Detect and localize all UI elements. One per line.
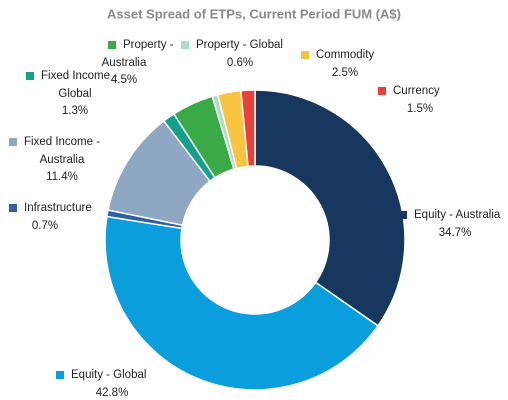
donut-slice <box>240 89 256 168</box>
legend-marker <box>108 41 116 49</box>
legend-marker <box>9 204 17 212</box>
legend-marker <box>399 211 407 219</box>
value-label: 2.5% <box>332 67 358 79</box>
chart-title: Asset Spread of ETPs, Current Period FUM… <box>107 6 401 21</box>
label-line: Fixed Income - <box>24 136 100 148</box>
value-label: 11.4% <box>46 171 78 183</box>
value-label: 34.7% <box>439 227 472 239</box>
legend-marker <box>26 72 34 80</box>
slice-label: Property - Australia <box>102 39 174 69</box>
slice-label: Fixed Income - Global <box>41 70 117 100</box>
slice-label: Commodity <box>316 49 374 61</box>
value-label: 4.5% <box>111 74 137 86</box>
label-line: Australia <box>40 154 85 166</box>
label-line: Global <box>58 88 91 100</box>
slice-label: Fixed Income - Australia <box>24 136 100 166</box>
legend-marker <box>56 371 64 379</box>
value-label: 1.3% <box>62 105 88 117</box>
slice-label: Property - Global <box>196 39 283 51</box>
legend-marker <box>378 87 386 95</box>
legend-marker <box>9 138 17 146</box>
slice-label: Equity - Australia <box>414 209 501 221</box>
value-label: 1.5% <box>407 103 433 115</box>
label-line: Australia <box>102 57 147 69</box>
label-line: Property - <box>123 39 174 51</box>
value-label: 42.8% <box>96 387 129 399</box>
donut-slice <box>104 215 380 391</box>
legend-marker <box>181 41 189 49</box>
legend-marker <box>301 51 309 59</box>
label-line: Fixed Income - <box>41 70 117 82</box>
value-label: 0.7% <box>32 220 58 232</box>
slice-label: Infrastructure <box>24 202 92 214</box>
donut-slice <box>254 89 406 327</box>
value-label: 0.6% <box>227 57 253 69</box>
slice-label: Currency <box>393 85 440 97</box>
slice-label: Equity - Global <box>71 369 146 381</box>
